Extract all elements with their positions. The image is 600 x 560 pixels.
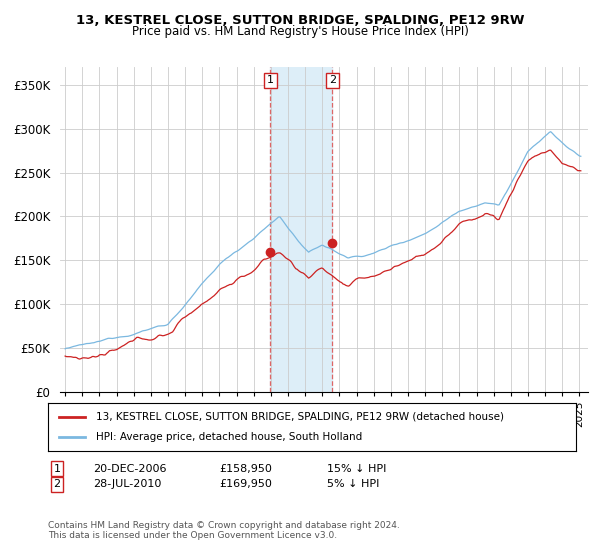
Text: 5% ↓ HPI: 5% ↓ HPI [327,479,379,489]
Text: 2: 2 [329,76,336,85]
Text: 13, KESTREL CLOSE, SUTTON BRIDGE, SPALDING, PE12 9RW: 13, KESTREL CLOSE, SUTTON BRIDGE, SPALDI… [76,14,524,27]
Text: Price paid vs. HM Land Registry's House Price Index (HPI): Price paid vs. HM Land Registry's House … [131,25,469,38]
Text: 13, KESTREL CLOSE, SUTTON BRIDGE, SPALDING, PE12 9RW (detached house): 13, KESTREL CLOSE, SUTTON BRIDGE, SPALDI… [95,412,503,422]
Text: £169,950: £169,950 [219,479,272,489]
Text: Contains HM Land Registry data © Crown copyright and database right 2024.
This d: Contains HM Land Registry data © Crown c… [48,521,400,540]
Text: 15% ↓ HPI: 15% ↓ HPI [327,464,386,474]
Text: 2: 2 [53,479,61,489]
Text: 28-JUL-2010: 28-JUL-2010 [93,479,161,489]
Text: 1: 1 [53,464,61,474]
Text: 20-DEC-2006: 20-DEC-2006 [93,464,167,474]
Text: 1: 1 [267,76,274,85]
Text: HPI: Average price, detached house, South Holland: HPI: Average price, detached house, Sout… [95,432,362,442]
Text: £158,950: £158,950 [219,464,272,474]
Bar [271,67,332,392]
